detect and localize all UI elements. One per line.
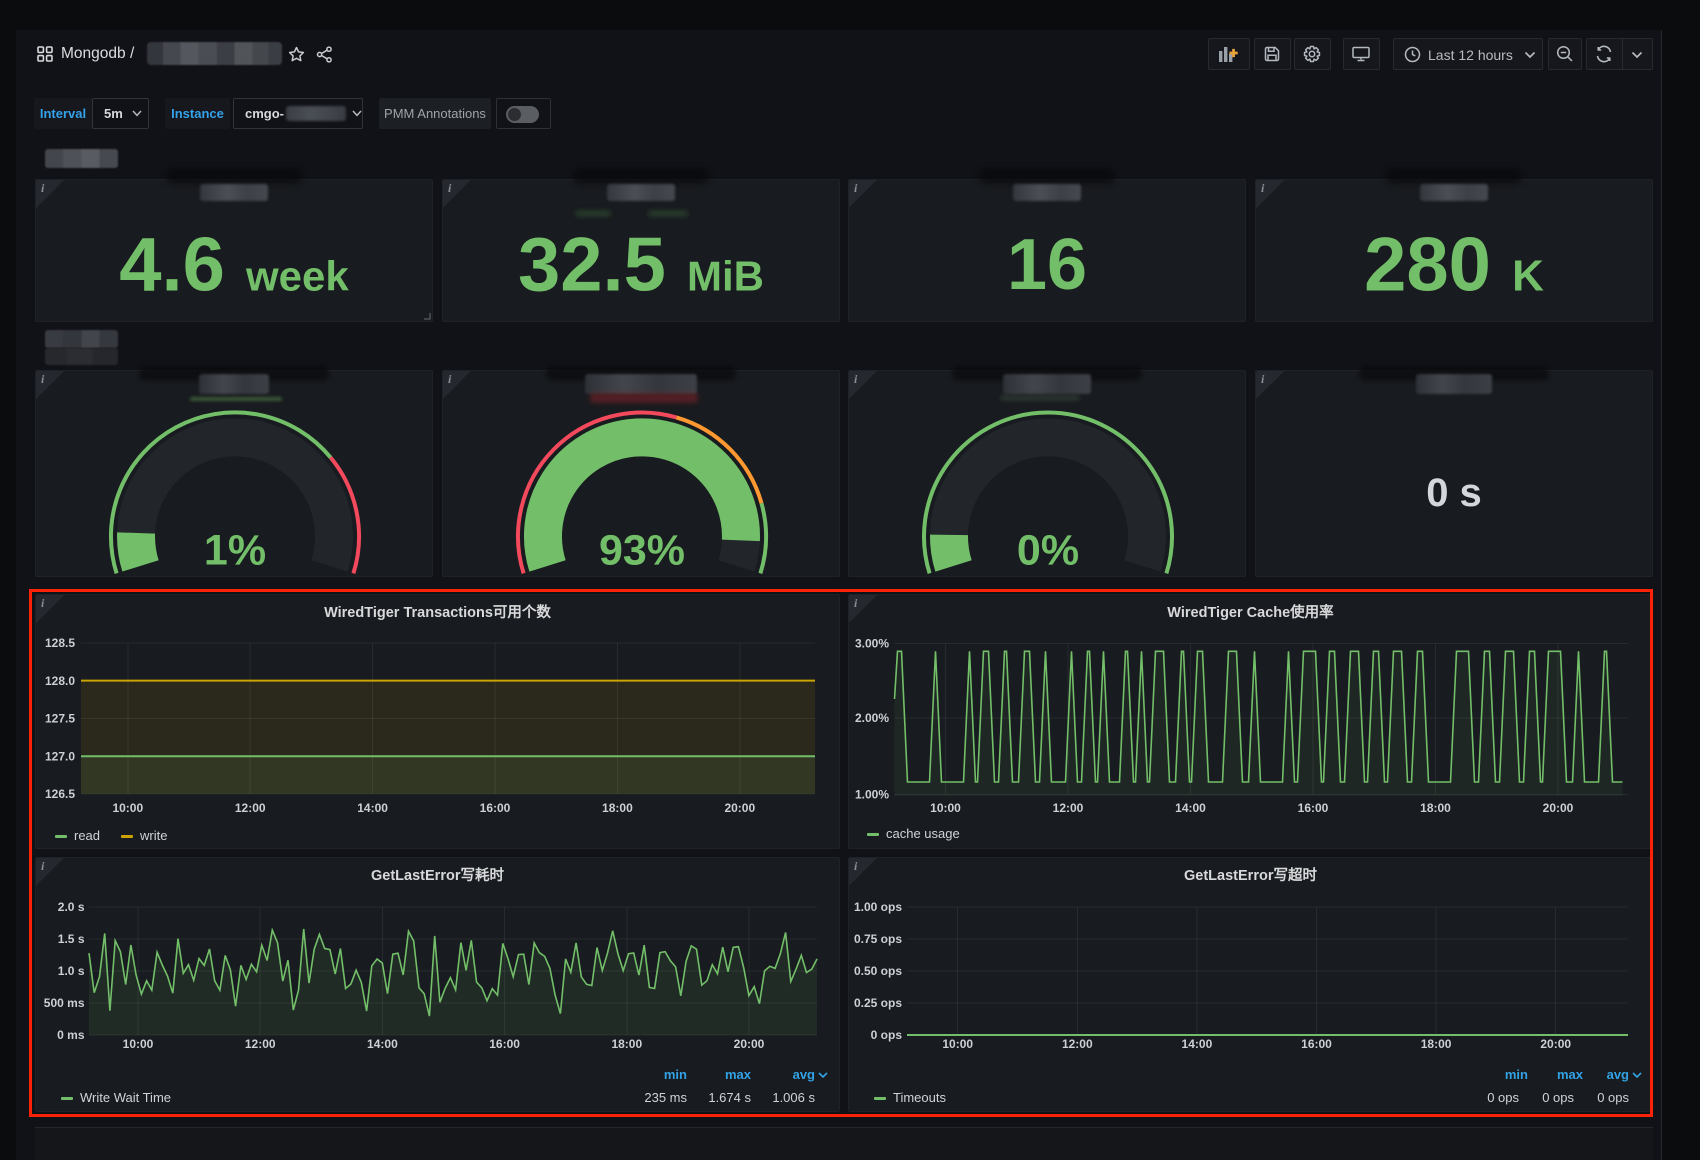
- svg-text:18:00: 18:00: [1421, 1037, 1452, 1051]
- svg-text:128.5: 128.5: [45, 636, 75, 650]
- svg-text:16:00: 16:00: [1298, 801, 1329, 815]
- svg-text:18:00: 18:00: [611, 1037, 642, 1051]
- svg-text:93%: 93%: [599, 527, 685, 575]
- svg-text:0%: 0%: [1017, 527, 1079, 575]
- svg-text:14:00: 14:00: [1175, 801, 1206, 815]
- svg-text:0 ms: 0 ms: [57, 1028, 85, 1042]
- svg-text:10:00: 10:00: [930, 801, 961, 815]
- svg-text:14:00: 14:00: [367, 1037, 398, 1051]
- svg-text:20:00: 20:00: [724, 801, 755, 815]
- svg-text:18:00: 18:00: [602, 801, 633, 815]
- svg-text:126.5: 126.5: [45, 787, 75, 801]
- svg-text:128.0: 128.0: [45, 674, 75, 688]
- svg-text:1.00%: 1.00%: [855, 788, 889, 802]
- svg-text:10:00: 10:00: [942, 1037, 973, 1051]
- svg-text:0.50 ops: 0.50 ops: [854, 964, 902, 978]
- svg-text:0.25 ops: 0.25 ops: [854, 996, 902, 1010]
- svg-text:12:00: 12:00: [245, 1037, 276, 1051]
- svg-text:127.5: 127.5: [45, 712, 75, 726]
- svg-text:20:00: 20:00: [734, 1037, 765, 1051]
- svg-text:12:00: 12:00: [1053, 801, 1084, 815]
- svg-text:14:00: 14:00: [357, 801, 388, 815]
- svg-text:3.00%: 3.00%: [855, 637, 889, 651]
- svg-text:1.5 s: 1.5 s: [58, 932, 85, 946]
- svg-text:1%: 1%: [204, 527, 266, 575]
- svg-text:2.00%: 2.00%: [855, 711, 889, 725]
- svg-text:127.0: 127.0: [45, 750, 75, 764]
- svg-text:12:00: 12:00: [1062, 1037, 1093, 1051]
- svg-text:10:00: 10:00: [123, 1037, 154, 1051]
- svg-text:20:00: 20:00: [1540, 1037, 1571, 1051]
- svg-text:0 ops: 0 ops: [871, 1028, 903, 1042]
- svg-text:18:00: 18:00: [1420, 801, 1451, 815]
- svg-text:12:00: 12:00: [235, 801, 266, 815]
- svg-text:14:00: 14:00: [1182, 1037, 1213, 1051]
- svg-text:1.00 ops: 1.00 ops: [854, 900, 902, 914]
- svg-text:16:00: 16:00: [489, 1037, 520, 1051]
- svg-text:1.0 s: 1.0 s: [58, 964, 85, 978]
- svg-text:10:00: 10:00: [112, 801, 143, 815]
- svg-text:2.0 s: 2.0 s: [58, 900, 85, 914]
- svg-text:16:00: 16:00: [480, 801, 511, 815]
- svg-text:16:00: 16:00: [1301, 1037, 1332, 1051]
- svg-text:500 ms: 500 ms: [44, 996, 85, 1010]
- svg-text:20:00: 20:00: [1543, 801, 1574, 815]
- svg-text:0.75 ops: 0.75 ops: [854, 932, 902, 946]
